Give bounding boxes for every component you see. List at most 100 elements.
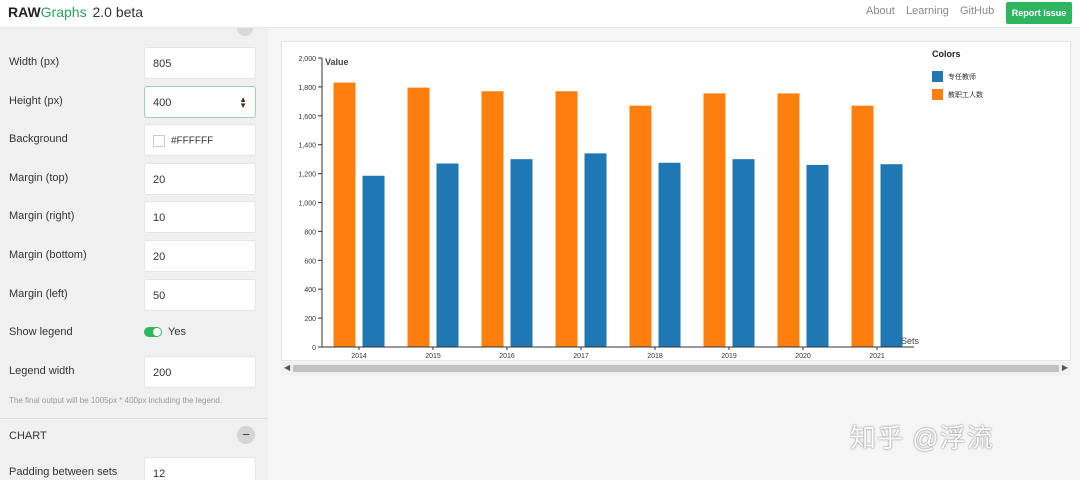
bars — [333, 82, 903, 347]
background-value: #FFFFFF — [171, 135, 214, 147]
height-input[interactable]: 400 ▲ ▼ — [144, 86, 256, 118]
section-divider — [0, 418, 268, 419]
legend-width-input[interactable]: 200 — [144, 356, 256, 388]
bar — [658, 162, 681, 347]
margin-right-input[interactable]: 10 — [144, 201, 256, 233]
bar — [362, 175, 385, 347]
padding-row: Padding between sets 12 — [0, 457, 268, 480]
margin-top-label: Margin (top) — [9, 172, 69, 184]
show-legend-label: Show legend — [9, 326, 73, 338]
y-tick-label: 400 — [304, 287, 316, 294]
x-tick-label: 2014 — [351, 353, 367, 360]
x-tick-label: 2016 — [499, 353, 515, 360]
legend-swatch — [932, 89, 943, 100]
options-sidebar: Width (px) 805 Height (px) 400 ▲ ▼ Backgr… — [0, 28, 268, 480]
background-row: Background #FFFFFF — [0, 124, 268, 156]
legend-entry: 专任教师 — [948, 72, 976, 81]
bar — [806, 164, 829, 347]
bar — [407, 87, 430, 347]
x-axis-label: Sets — [901, 336, 920, 346]
x-tick-label: 2018 — [647, 353, 663, 360]
legend-entry: 教职工人数 — [948, 90, 983, 99]
x-tick-label: 2019 — [721, 353, 737, 360]
y-tick-label: 1,600 — [298, 114, 316, 121]
padding-input[interactable]: 12 — [144, 457, 256, 480]
bar — [481, 91, 504, 347]
margin-top-input[interactable]: 20 — [144, 163, 256, 195]
scroll-right-icon[interactable]: ▶ — [1061, 363, 1068, 372]
width-row: Width (px) 805 — [0, 47, 268, 79]
bar — [510, 159, 533, 347]
y-tick-label: 0 — [312, 345, 316, 352]
top-bar: RAWGraphs 2.0 beta About Learning GitHub… — [0, 0, 1080, 28]
scrollbar-thumb[interactable] — [293, 365, 1059, 372]
collapse-top-button[interactable] — [237, 28, 253, 36]
padding-label: Padding between sets — [9, 466, 118, 478]
bar — [333, 82, 356, 347]
bar — [777, 93, 800, 347]
collapse-chart-button[interactable]: − — [237, 426, 255, 444]
app-logo[interactable]: RAWGraphs 2.0 beta — [8, 4, 143, 20]
stepper-icon[interactable]: ▲ ▼ — [239, 95, 247, 110]
x-tick-label: 2020 — [795, 353, 811, 360]
margin-top-row: Margin (top) 20 — [0, 163, 268, 195]
color-swatch-icon[interactable] — [153, 135, 165, 147]
height-row: Height (px) 400 ▲ ▼ — [0, 86, 268, 118]
width-label: Width (px) — [9, 56, 60, 68]
legend-title: Colors — [932, 49, 961, 59]
nav-github[interactable]: GitHub — [960, 5, 995, 17]
brand-version: 2.0 beta — [92, 4, 144, 20]
y-tick-label: 200 — [304, 316, 316, 323]
watermark-text: 知乎 @浮流 — [850, 423, 994, 453]
nav-learning[interactable]: Learning — [906, 5, 949, 17]
margin-right-label: Margin (right) — [9, 210, 75, 222]
background-label: Background — [9, 133, 68, 145]
legend-swatch — [932, 71, 943, 82]
margin-left-label: Margin (left) — [9, 288, 68, 300]
bar — [584, 153, 607, 347]
bar — [880, 164, 903, 347]
nav-about[interactable]: About — [866, 5, 895, 17]
margin-left-input[interactable]: 50 — [144, 279, 256, 311]
y-axis-label: Value — [325, 57, 349, 67]
y-axis: 0 200 400 600 800 1,000 1,200 1,400 1,600 1,800 2,… — [298, 56, 323, 352]
x-tick-label: 2021 — [869, 353, 885, 360]
bar — [555, 91, 578, 347]
height-label: Height (px) — [9, 95, 63, 107]
y-tick-label: 800 — [304, 229, 316, 236]
bar — [732, 159, 755, 347]
show-legend-toggle[interactable] — [144, 327, 162, 337]
margin-bottom-input[interactable]: 20 — [144, 240, 256, 272]
margin-right-row: Margin (right) 10 — [0, 201, 268, 233]
bar — [436, 163, 459, 347]
y-tick-label: 1,400 — [298, 143, 316, 150]
y-tick-label: 1,000 — [298, 201, 316, 208]
y-tick-label: 1,800 — [298, 85, 316, 92]
output-size-note: The final output will be 1005px * 400px … — [9, 396, 223, 405]
y-tick-label: 2,000 — [298, 56, 316, 63]
horizontal-scrollbar[interactable]: ◀ ▶ — [281, 362, 1071, 375]
x-axis: 2014 2015 2016 2017 2018 2019 2020 2021 — [322, 346, 914, 360]
legend-width-label: Legend width — [9, 365, 75, 377]
y-tick-label: 600 — [304, 258, 316, 265]
margin-bottom-row: Margin (bottom) 20 — [0, 240, 268, 272]
x-tick-label: 2015 — [425, 353, 441, 360]
report-issue-button[interactable]: Report issue — [1006, 2, 1072, 24]
margin-bottom-label: Margin (bottom) — [9, 249, 87, 261]
chart-canvas: 0 200 400 600 800 1,000 1,200 1,400 1,600 1,800 2,… — [281, 41, 1071, 361]
chart-section-title: CHART — [9, 430, 47, 442]
show-legend-value: Yes — [168, 326, 186, 338]
margin-left-row: Margin (left) 50 — [0, 279, 268, 311]
y-tick-label: 1,200 — [298, 172, 316, 179]
legend-width-row: Legend width 200 — [0, 356, 268, 388]
width-input[interactable]: 805 — [144, 47, 256, 79]
show-legend-row: Show legend Yes — [0, 317, 268, 349]
brand-raw: RAW — [8, 4, 41, 20]
x-tick-label: 2017 — [573, 353, 589, 360]
scroll-left-icon[interactable]: ◀ — [284, 363, 291, 372]
bar-chart: 0 200 400 600 800 1,000 1,200 1,400 1,600 1,800 2,… — [298, 49, 983, 360]
background-color-input[interactable]: #FFFFFF — [144, 124, 256, 156]
height-value: 400 — [153, 97, 172, 109]
brand-graphs: Graphs — [40, 4, 87, 20]
